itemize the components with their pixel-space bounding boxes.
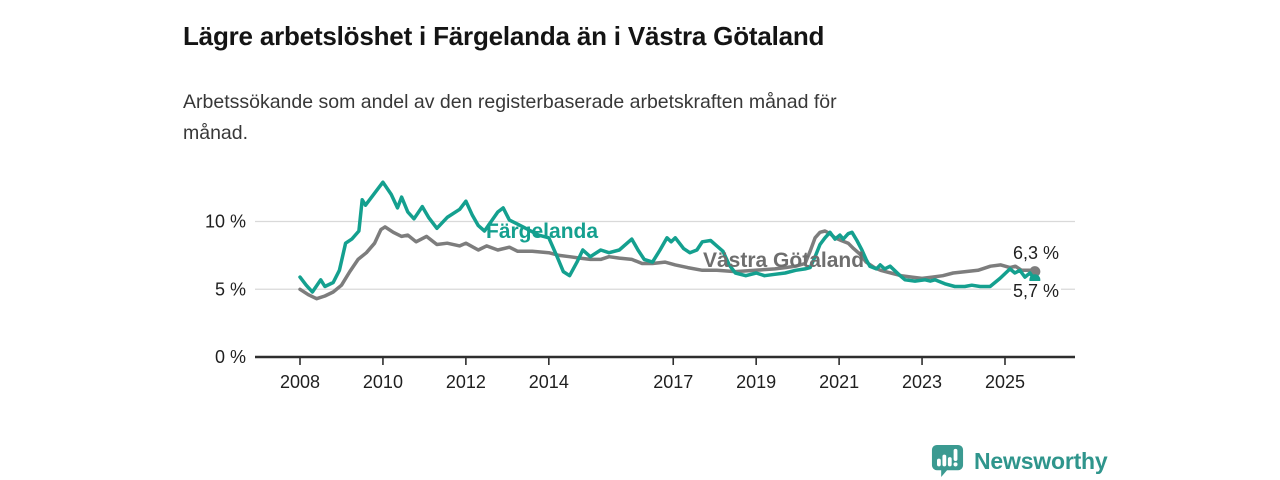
newsworthy-logo-icon bbox=[931, 444, 964, 478]
series-label-vastra-gotaland: Västra Götaland bbox=[703, 249, 865, 272]
x-tick-label: 2023 bbox=[902, 372, 942, 392]
x-tick-label: 2010 bbox=[363, 372, 403, 392]
end-value-label-vastra-gotaland: 6,3 % bbox=[1011, 243, 1062, 264]
x-tick-label: 2012 bbox=[446, 372, 486, 392]
x-tick-label: 2008 bbox=[280, 372, 320, 392]
newsworthy-logo: Newsworthy bbox=[930, 443, 1108, 479]
chart-subtitle-line-2: månad. bbox=[183, 121, 249, 144]
newsworthy-logo-text: Newsworthy bbox=[974, 447, 1108, 474]
series-label-fargelanda: Färgelanda bbox=[486, 220, 599, 243]
chart-subtitle-line-1: Arbetssökande som andel av den registerb… bbox=[183, 90, 837, 113]
chart-subtitle: Arbetssökande som andel av den registerb… bbox=[183, 87, 1063, 149]
x-tick-label: 2025 bbox=[985, 372, 1025, 392]
x-tick-label: 2014 bbox=[529, 372, 569, 392]
x-tick-label: 2017 bbox=[653, 372, 693, 392]
x-tick-label: 2019 bbox=[736, 372, 776, 392]
y-tick-label: 0 % bbox=[215, 347, 246, 367]
x-tick-label: 2021 bbox=[819, 372, 859, 392]
y-tick-label: 10 % bbox=[205, 212, 246, 232]
series-line-fargelanda bbox=[298, 180, 1037, 294]
page-title: Lägre arbetslöshet i Färgelanda än i Väs… bbox=[183, 21, 825, 52]
end-value-label-fargelanda: 5,7 % bbox=[1011, 281, 1062, 302]
y-tick-label: 5 % bbox=[215, 279, 246, 299]
series-line-vastra-gotaland bbox=[298, 225, 1037, 301]
